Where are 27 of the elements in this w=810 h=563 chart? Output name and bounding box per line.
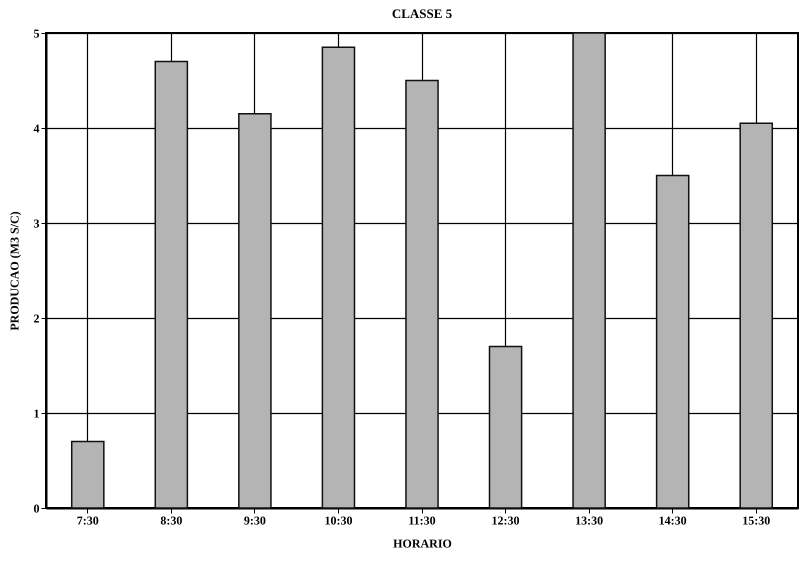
x-tick-label: 12:30 (492, 514, 520, 528)
y-tick-label: 3 (34, 216, 40, 230)
x-tick-label: 11:30 (408, 514, 436, 528)
bar (488, 346, 522, 509)
x-axis-title: HORARIO (393, 536, 452, 550)
y-axis-title: PRODUCAO (M3 S/C) (8, 211, 22, 331)
bar (656, 174, 690, 509)
y-tick-label: 1 (34, 406, 40, 420)
bar (70, 440, 105, 509)
bar (739, 122, 774, 509)
x-tick-label: 14:30 (658, 514, 687, 528)
y-tick-label: 5 (34, 26, 40, 40)
bar (154, 60, 188, 509)
bar (238, 113, 272, 509)
x-tick-label: 8:30 (160, 514, 182, 528)
bar (322, 46, 356, 509)
x-tick-label: 15:30 (742, 514, 770, 528)
y-tick-label: 2 (34, 312, 40, 326)
chart-title: CLASSE 5 (392, 6, 453, 21)
bar (405, 80, 439, 509)
x-tick-label: 10:30 (324, 514, 352, 528)
y-tick-label: 4 (34, 122, 40, 136)
y-tick-label: 0 (34, 502, 40, 516)
x-tick-label: 7:30 (76, 514, 99, 528)
x-tick-label: 13:30 (575, 514, 604, 528)
x-tick-label: 9:30 (244, 514, 266, 528)
bar (572, 32, 606, 509)
